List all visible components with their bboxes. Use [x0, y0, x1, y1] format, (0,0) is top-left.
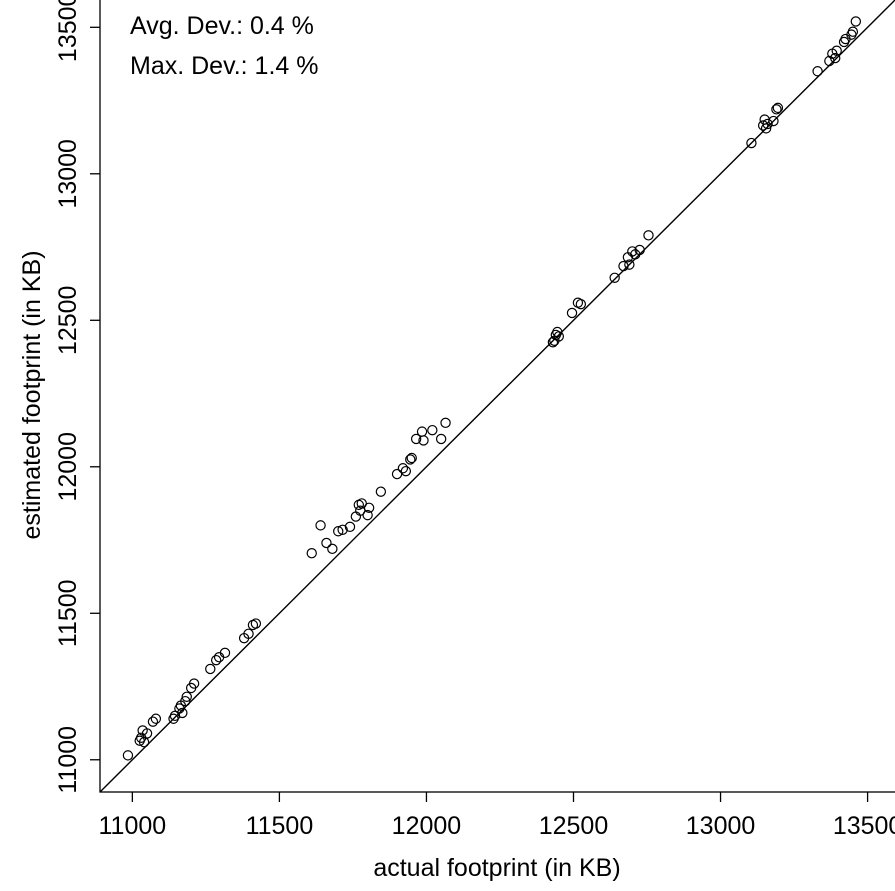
data-point	[416, 426, 428, 437]
data-point	[141, 728, 153, 739]
data-point	[180, 695, 191, 707]
x-tick-label: 11000	[99, 812, 167, 840]
data-point	[375, 486, 387, 497]
data-point	[624, 259, 635, 270]
data-point	[575, 298, 587, 310]
data-point	[243, 628, 254, 639]
data-point	[344, 521, 356, 533]
y-tick-label: 11500	[54, 579, 82, 647]
data-point	[427, 424, 438, 436]
data-point	[618, 260, 629, 272]
y-axis-label: estimated footprint (in KB)	[18, 250, 46, 539]
plot-frame	[99, 0, 895, 793]
y-axis: 11000 11500 12000 12500 13000 13500	[54, 0, 100, 794]
reference-line-layer	[99, 0, 895, 793]
annotation-max-dev: Max. Dev.: 1.4 %	[130, 52, 319, 80]
data-point	[362, 509, 373, 521]
y-tick-label: 12500	[54, 286, 82, 356]
data-point	[847, 26, 859, 37]
y-tick-label: 12000	[54, 432, 82, 502]
data-point	[830, 52, 841, 64]
data-point	[188, 678, 200, 689]
data-point	[315, 520, 326, 531]
data-point	[363, 502, 375, 514]
reference-line	[99, 0, 895, 793]
data-point	[643, 230, 654, 241]
data-point	[406, 452, 417, 464]
data-point	[210, 654, 222, 666]
data-point	[772, 102, 784, 114]
x-tick-label: 12500	[539, 812, 609, 840]
data-point	[566, 307, 578, 319]
data-point	[122, 750, 134, 761]
data-point	[150, 713, 162, 724]
y-tick-label: 11000	[54, 726, 82, 794]
x-axis-label: actual footprint (in KB)	[373, 854, 620, 882]
data-point	[812, 66, 823, 77]
data-point	[440, 417, 451, 429]
data-point	[181, 691, 192, 702]
data-point	[418, 435, 429, 446]
data-point	[410, 433, 422, 445]
data-point	[337, 524, 348, 535]
data-point	[547, 337, 559, 348]
data-point	[771, 104, 782, 115]
data-point	[306, 548, 317, 559]
data-point	[219, 647, 231, 659]
x-tick-label: 13000	[686, 812, 756, 840]
data-point	[762, 118, 773, 130]
data-point	[321, 537, 332, 549]
data-point	[177, 707, 188, 719]
data-point	[147, 716, 159, 727]
data-point	[609, 272, 620, 284]
data-point	[757, 120, 769, 131]
data-point	[250, 618, 262, 629]
data-point	[400, 465, 412, 477]
x-tick-label: 11500	[246, 812, 314, 840]
data-point	[397, 463, 409, 474]
data-point	[768, 115, 779, 127]
data-point	[850, 16, 862, 27]
annotation-avg-dev: Avg. Dev.: 0.4 %	[130, 12, 314, 40]
x-tick-label: 13500	[833, 812, 895, 840]
data-points	[122, 16, 862, 761]
data-point	[391, 468, 403, 480]
data-point	[405, 454, 416, 465]
x-tick-label: 12000	[392, 812, 462, 840]
data-point	[746, 137, 757, 149]
y-tick-label: 13000	[54, 139, 82, 209]
data-point	[627, 246, 638, 257]
data-point	[205, 663, 216, 675]
data-point	[435, 433, 447, 445]
x-axis: 11000 11500 12000 12500 13000 13500	[99, 792, 895, 840]
data-point	[553, 331, 564, 342]
data-point	[824, 55, 835, 67]
data-point	[552, 326, 563, 338]
data-point	[831, 45, 842, 56]
data-point	[333, 526, 344, 537]
data-point	[327, 543, 338, 555]
data-point	[634, 244, 645, 256]
data-point	[760, 123, 772, 134]
y-tick-label: 13500	[54, 0, 82, 62]
